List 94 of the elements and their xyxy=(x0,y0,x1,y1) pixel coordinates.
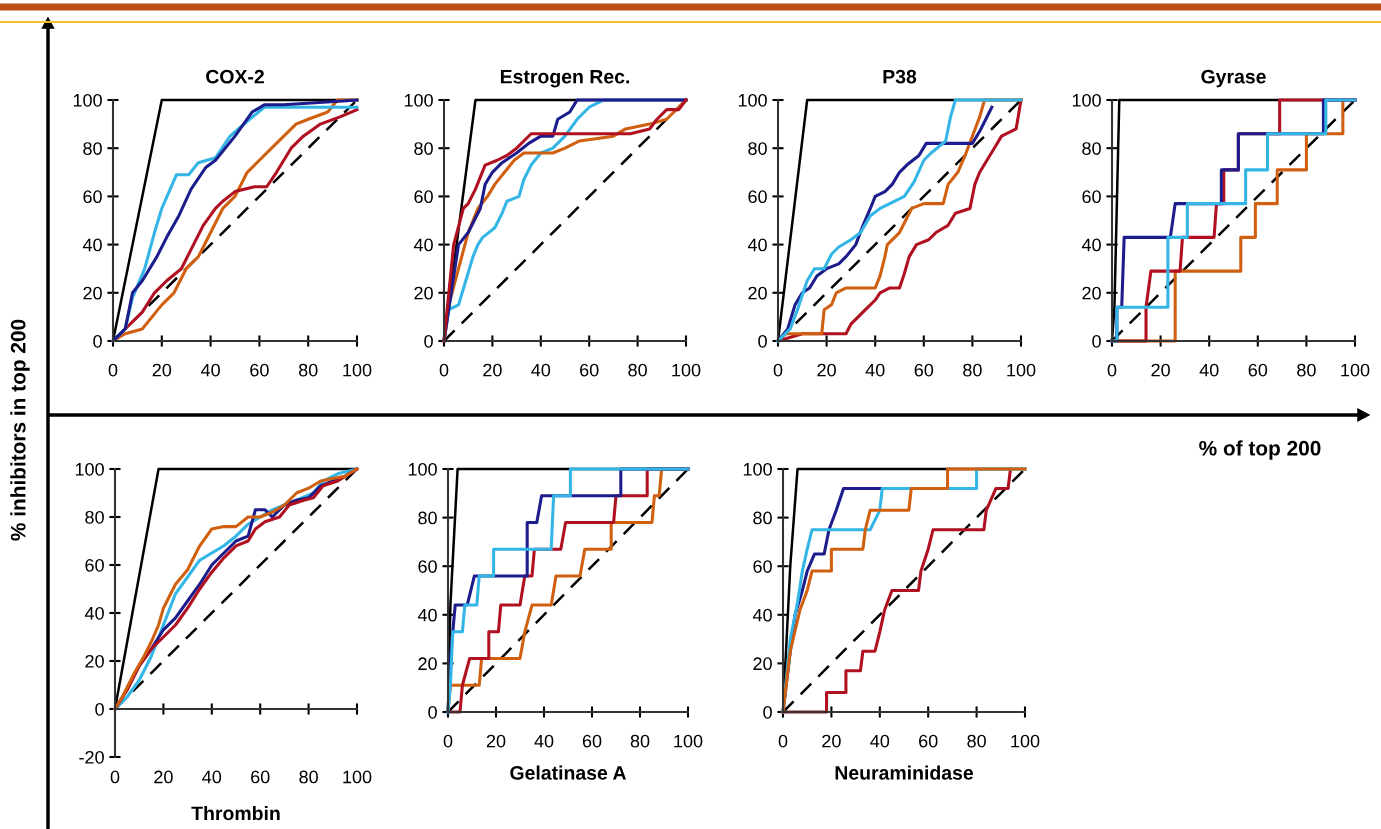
x-tick-label: 80 xyxy=(967,734,986,748)
x-tick-label: 80 xyxy=(628,363,647,377)
x-tick-label: 20 xyxy=(152,363,172,377)
y-tick-label: 100 xyxy=(738,93,767,107)
y-tick-label: 40 xyxy=(752,608,772,622)
y-tick-label: 0 xyxy=(428,705,437,719)
chart-title: Estrogen Rec. xyxy=(500,69,630,88)
y-tick-label: 100 xyxy=(1072,93,1101,107)
x-tick-label: 100 xyxy=(1341,363,1370,377)
x-tick-label: 60 xyxy=(251,770,270,784)
y-tick-label: 100 xyxy=(73,93,102,107)
y-tick-label: 0 xyxy=(1092,334,1101,348)
x-tick-label: 100 xyxy=(1011,734,1040,748)
text: Thrombin xyxy=(191,805,280,821)
y-tick-label: 100 xyxy=(743,462,772,476)
y-tick-label: 60 xyxy=(83,190,102,204)
y-tick-label: 80 xyxy=(1082,142,1101,155)
x-tick-label: 60 xyxy=(580,363,599,377)
y-tick-label: 80 xyxy=(753,511,772,525)
y-tick-label: 40 xyxy=(1081,238,1101,252)
y-tick-label: 20 xyxy=(418,657,437,671)
x-tick-label: 0 xyxy=(1107,363,1117,377)
x-tick-label: 40 xyxy=(531,363,551,377)
y-tick-label: -20 xyxy=(79,750,104,764)
y-tick-label: 80 xyxy=(418,511,437,525)
y-tick-label: 60 xyxy=(85,558,104,572)
x-tick-label: 20 xyxy=(817,363,836,377)
y-tick-label: 80 xyxy=(414,142,433,155)
chart-title: Gyrase xyxy=(1201,69,1266,88)
x-tick-label: 60 xyxy=(250,363,269,377)
y-tick-label: 20 xyxy=(1082,286,1101,300)
y-tick-label: 40 xyxy=(82,238,102,252)
y-tick-label: 100 xyxy=(404,93,433,107)
x-tick-label: 20 xyxy=(822,734,841,748)
x-tick-label: 100 xyxy=(1007,363,1036,377)
x-tick-label: 20 xyxy=(486,734,506,748)
y-tick-label: 80 xyxy=(748,142,767,155)
x-tick-label: 40 xyxy=(1199,363,1219,377)
x-tick-label: 0 xyxy=(773,363,783,377)
y-tick-label: 100 xyxy=(408,462,437,476)
x-tick-label: 40 xyxy=(200,363,220,377)
x-tick-label: 80 xyxy=(298,363,318,377)
y-tick-label: 20 xyxy=(83,286,102,300)
x-tick-label: 100 xyxy=(343,770,372,784)
x-tick-label: 80 xyxy=(630,734,650,748)
x-tick-label: 0 xyxy=(108,363,118,377)
x-tick-label: 20 xyxy=(483,363,502,377)
x-tick-label: 0 xyxy=(110,770,120,784)
x-tick-label: 40 xyxy=(870,734,890,748)
y-tick-label: 20 xyxy=(748,286,767,300)
chart-title: P38 xyxy=(883,69,917,84)
x-tick-label: 40 xyxy=(202,770,222,784)
y-tick-label: 40 xyxy=(747,238,767,252)
x-axis-title: % of top 200 xyxy=(1199,440,1321,460)
x-tick-label: 80 xyxy=(1297,363,1316,377)
y-tick-label: 40 xyxy=(84,606,104,620)
y-tick-label: 0 xyxy=(93,334,102,348)
x-tick-label: 0 xyxy=(778,734,788,748)
y-tick-label: 40 xyxy=(413,238,433,252)
x-tick-label: 0 xyxy=(439,363,449,377)
y-tick-label: 60 xyxy=(748,190,767,204)
text: Neuraminidase xyxy=(835,765,974,780)
y-tick-label: 20 xyxy=(85,654,104,668)
x-tick-label: 0 xyxy=(443,734,453,748)
y-tick-label: 0 xyxy=(95,702,104,716)
x-tick-label: 80 xyxy=(963,363,982,377)
x-tick-label: 100 xyxy=(674,734,703,748)
y-tick-label: 0 xyxy=(758,334,767,348)
y-tick-label: 80 xyxy=(83,142,102,155)
y-tick-label: 20 xyxy=(414,286,433,300)
y-tick-label: 0 xyxy=(763,705,772,719)
y-tick-label: 60 xyxy=(414,190,433,204)
y-tick-label: 60 xyxy=(753,560,772,573)
x-tick-label: 20 xyxy=(154,770,173,784)
y-tick-label: 40 xyxy=(417,608,437,622)
x-tick-label: 40 xyxy=(865,363,885,377)
x-tick-label: 20 xyxy=(1151,363,1170,377)
x-tick-label: 100 xyxy=(343,363,372,377)
y-tick-label: 60 xyxy=(418,560,437,573)
text: Gelatinase A xyxy=(510,765,627,780)
x-tick-label: 60 xyxy=(919,734,938,748)
x-tick-label: 100 xyxy=(672,363,701,377)
x-tick-label: 60 xyxy=(914,363,934,377)
y-axis-title: % inhibitors in top 200 xyxy=(10,319,30,541)
y-tick-label: 80 xyxy=(85,510,104,524)
x-tick-label: 60 xyxy=(582,734,602,748)
x-tick-label: 60 xyxy=(1248,363,1268,377)
y-tick-label: 0 xyxy=(424,334,433,348)
x-tick-label: 40 xyxy=(534,734,554,748)
x-tick-label: 80 xyxy=(299,770,318,784)
y-tick-label: 60 xyxy=(1082,190,1101,204)
y-tick-label: 20 xyxy=(753,657,772,671)
chart-title: COX-2 xyxy=(206,69,264,84)
y-tick-label: 100 xyxy=(75,462,104,476)
